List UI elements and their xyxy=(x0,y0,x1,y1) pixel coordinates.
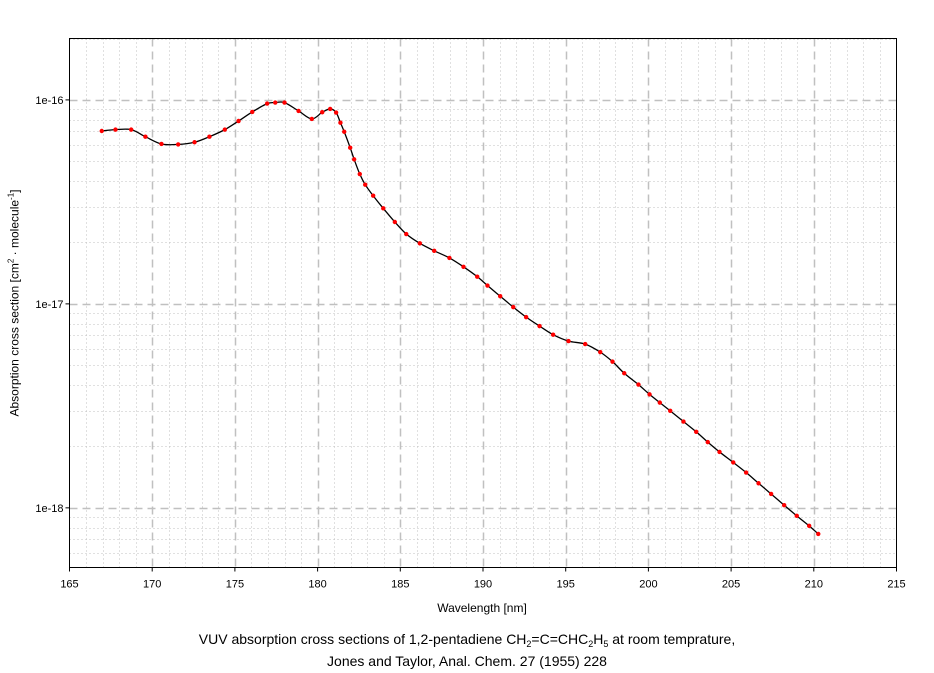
data-point xyxy=(806,523,812,529)
data-point xyxy=(192,140,197,145)
data-point xyxy=(598,349,603,355)
x-tick-label: 175 xyxy=(226,579,244,591)
data-point xyxy=(175,142,181,147)
data-point xyxy=(647,392,652,397)
data-point xyxy=(610,359,615,364)
data-point xyxy=(264,101,270,106)
data-point xyxy=(381,206,386,211)
data-point xyxy=(309,116,315,122)
data-point xyxy=(338,120,343,125)
data-point xyxy=(207,134,212,139)
data-point xyxy=(417,241,423,246)
caption-line-2: Jones and Taylor, Anal. Chem. 27 (1955) … xyxy=(327,653,607,669)
x-tick-label: 200 xyxy=(639,579,657,591)
data-point xyxy=(320,110,325,115)
data-point xyxy=(475,274,480,279)
y-axis: 1e-16 1e-17 1e-18 xyxy=(35,95,70,515)
data-point xyxy=(296,108,301,114)
data-point xyxy=(342,129,347,134)
grid xyxy=(69,38,897,568)
data-point xyxy=(273,100,278,105)
x-tick-label: 205 xyxy=(722,579,740,591)
data-point xyxy=(363,182,368,187)
data-point xyxy=(657,400,663,405)
data-point xyxy=(159,141,164,147)
data-point xyxy=(128,127,134,132)
x-tick-label: 195 xyxy=(557,579,575,591)
data-point xyxy=(511,304,516,310)
data-point xyxy=(743,470,749,475)
data-point xyxy=(756,481,761,486)
series-line xyxy=(101,101,819,535)
data-point xyxy=(705,439,710,445)
data-point xyxy=(333,110,339,115)
data-point xyxy=(250,109,255,115)
data-point xyxy=(99,128,104,134)
data-point xyxy=(347,145,353,150)
data-point xyxy=(717,449,722,455)
data-point xyxy=(327,106,333,112)
data-point xyxy=(143,134,148,139)
y-axis-label: Absorption cross section [cm2 · molecule… xyxy=(6,189,22,417)
data-point xyxy=(404,231,409,237)
data-point xyxy=(351,157,357,162)
data-point xyxy=(392,219,398,225)
data-point xyxy=(357,171,362,177)
x-tick-label: 180 xyxy=(308,579,326,591)
data-point xyxy=(794,513,799,519)
x-tick-label: 210 xyxy=(805,579,823,591)
y-tick-label: 1e-16 xyxy=(35,95,63,107)
data-point xyxy=(622,371,627,376)
data-point xyxy=(498,294,503,299)
data-point xyxy=(485,283,490,288)
data-point xyxy=(668,408,673,414)
data-point xyxy=(432,248,437,254)
data-point xyxy=(537,323,542,329)
x-axis: 165 170 175 180 185 190 195 200 205 210 215 xyxy=(60,567,906,591)
data-point xyxy=(550,332,556,337)
data-point xyxy=(447,255,452,261)
x-axis-label: Wavelength [nm] xyxy=(437,601,527,615)
data-point xyxy=(282,100,287,105)
x-tick-label: 170 xyxy=(143,579,161,591)
caption-line-1: VUV absorption cross sections of 1,2-pen… xyxy=(198,631,736,649)
data-point xyxy=(566,338,571,344)
data-point xyxy=(694,429,699,434)
data-point xyxy=(731,460,736,465)
data-point xyxy=(636,382,641,387)
y-tick-label: 1e-17 xyxy=(35,299,63,311)
x-tick-label: 215 xyxy=(887,579,905,591)
data-point xyxy=(583,341,588,347)
x-tick-label: 190 xyxy=(474,579,492,591)
data-point xyxy=(816,531,821,537)
data-point xyxy=(236,118,241,124)
y-tick-label: 1e-18 xyxy=(35,503,63,515)
data-point xyxy=(681,419,686,424)
x-tick-label: 165 xyxy=(60,579,78,591)
data-point xyxy=(461,264,466,269)
series-1 xyxy=(99,100,821,537)
x-tick-label: 185 xyxy=(391,579,409,591)
data-point xyxy=(523,314,529,320)
data-point xyxy=(768,491,774,497)
data-point xyxy=(113,127,118,132)
data-point xyxy=(222,127,228,132)
data-point xyxy=(781,503,787,508)
data-point xyxy=(370,193,376,198)
